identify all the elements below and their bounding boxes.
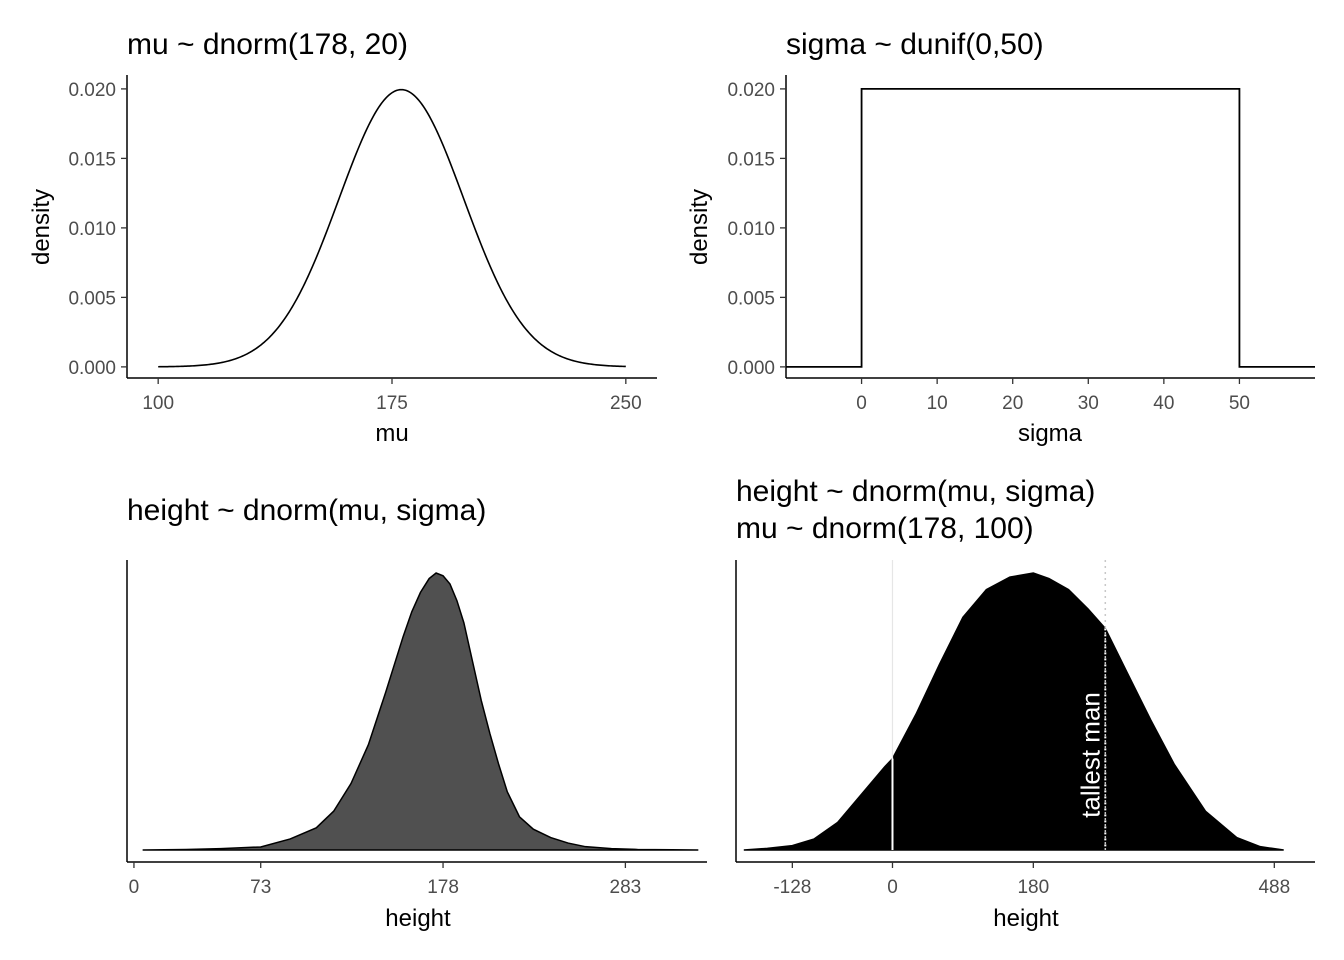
x-tick-label: 0 [887, 877, 898, 898]
y-tick-label: 0.020 [727, 80, 775, 101]
panel-sigma-prior: sigma ~ dunif(0,50) 0 10 20 30 40 50 0.0000.0… [686, 28, 1315, 447]
x-tick-label: 0 [129, 877, 140, 898]
y-tick-label: 0.005 [727, 288, 775, 309]
x-axis-ticks: -128 0 180 488 [773, 862, 1290, 898]
y-axis-title: density [28, 189, 55, 265]
density-line [786, 88, 1315, 368]
x-axis-title: mu [375, 420, 408, 447]
x-tick-label: 283 [610, 877, 642, 898]
x-tick-label: 20 [1002, 393, 1023, 414]
plot-area: tallest man [735, 560, 1315, 863]
density-area [743, 572, 1284, 851]
x-tick-label: 175 [376, 393, 408, 414]
y-tick-label: 0.015 [727, 149, 775, 170]
y-tick-label: 0.010 [68, 219, 116, 240]
x-tick-label: 40 [1153, 393, 1174, 414]
tallest-man-label: tallest man [1075, 692, 1105, 818]
y-tick-label: 0.015 [68, 149, 116, 170]
panel-title-line-1: height ~ dnorm(mu, sigma) [736, 475, 1095, 508]
x-axis-ticks: 0 10 20 30 40 50 [856, 378, 1250, 414]
x-axis-title: height [993, 905, 1059, 932]
panel-height-wide-prior-predictive: height ~ dnorm(mu, sigma) mu ~ dnorm(178… [735, 475, 1315, 932]
panel-title-line-2: mu ~ dnorm(178, 100) [736, 512, 1034, 545]
y-axis-ticks: 0.000 0.005 0.010 0.015 0.020 [68, 80, 127, 379]
x-tick-label: 50 [1229, 393, 1250, 414]
panel-title: mu ~ dnorm(178, 20) [127, 28, 408, 61]
x-tick-label: 250 [610, 393, 642, 414]
x-axis-ticks: 100 175 250 [142, 378, 642, 414]
x-tick-label: -128 [773, 877, 811, 898]
x-tick-label: 100 [142, 393, 174, 414]
panel-height-prior-predictive: height ~ dnorm(mu, sigma) 0 73 178 283 heig… [126, 494, 707, 932]
y-tick-label: 0.000 [68, 358, 116, 379]
density-curve [158, 88, 626, 368]
x-tick-label: 488 [1258, 877, 1290, 898]
x-axis-ticks: 0 73 178 283 [129, 862, 642, 898]
x-tick-label: 178 [427, 877, 459, 898]
y-tick-label: 0.020 [68, 80, 116, 101]
panel-title: sigma ~ dunif(0,50) [786, 28, 1044, 61]
panel-mu-prior: mu ~ dnorm(178, 20) 100 175 250 0.000 0.005… [28, 28, 657, 447]
plot-area [126, 75, 657, 379]
x-tick-label: 73 [250, 877, 271, 898]
panel-title: height ~ dnorm(mu, sigma) [127, 494, 486, 527]
density-area [142, 572, 699, 851]
y-tick-label: 0.005 [68, 288, 116, 309]
plot-area [126, 560, 707, 863]
y-axis-ticks: 0.000 0.005 0.010 0.015 0.020 [727, 80, 786, 379]
x-axis-title: sigma [1018, 420, 1083, 447]
x-tick-label: 30 [1078, 393, 1099, 414]
y-tick-label: 0.010 [727, 219, 775, 240]
y-tick-label: 0.000 [727, 358, 775, 379]
plot-area [785, 75, 1315, 379]
y-axis-title: density [686, 189, 713, 265]
x-axis-title: height [385, 905, 451, 932]
x-tick-label: 0 [856, 393, 867, 414]
x-tick-label: 180 [1017, 877, 1049, 898]
x-tick-label: 10 [927, 393, 948, 414]
